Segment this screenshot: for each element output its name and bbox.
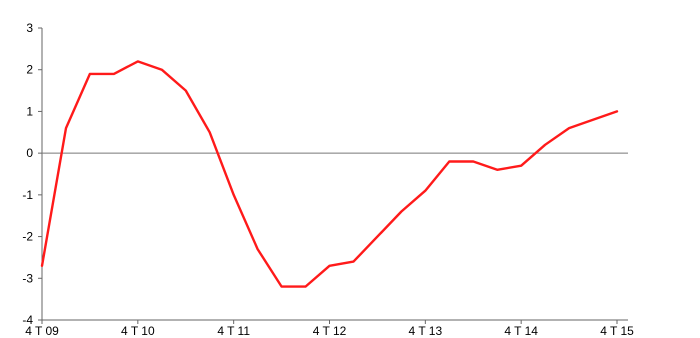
y-ticks: 3 2 1 0 -1 -2 -3 -4	[22, 21, 42, 327]
y-tick-label: -1	[22, 188, 33, 202]
x-tick-label: 4 T 11	[217, 324, 250, 338]
x-ticks: 4 T 09 4 T 10 4 T 11 4 T 12 4 T 13 4 T 14 4 T …	[25, 320, 634, 338]
y-tick-label: -4	[22, 313, 33, 327]
side-label-container: tendenziali	[600, 0, 700, 338]
y-tick-label: 0	[26, 146, 33, 160]
x-tick-label: 4 T 12	[313, 324, 347, 338]
x-tick-label: 4 T 13	[409, 324, 443, 338]
x-tick-label: 4 T 10	[121, 324, 155, 338]
y-tick-label: 3	[26, 21, 33, 35]
x-tick-label: 4 T 09	[25, 324, 59, 338]
y-tick-label: 2	[26, 63, 33, 77]
series-line	[40, 60, 619, 288]
x-tick-label: 4 T 14	[504, 324, 538, 338]
y-tick-label: 1	[26, 104, 33, 118]
y-tick-label: -3	[22, 271, 33, 285]
x-tick-label: 4 T 15	[600, 324, 634, 338]
y-tick-label: -2	[22, 230, 33, 244]
